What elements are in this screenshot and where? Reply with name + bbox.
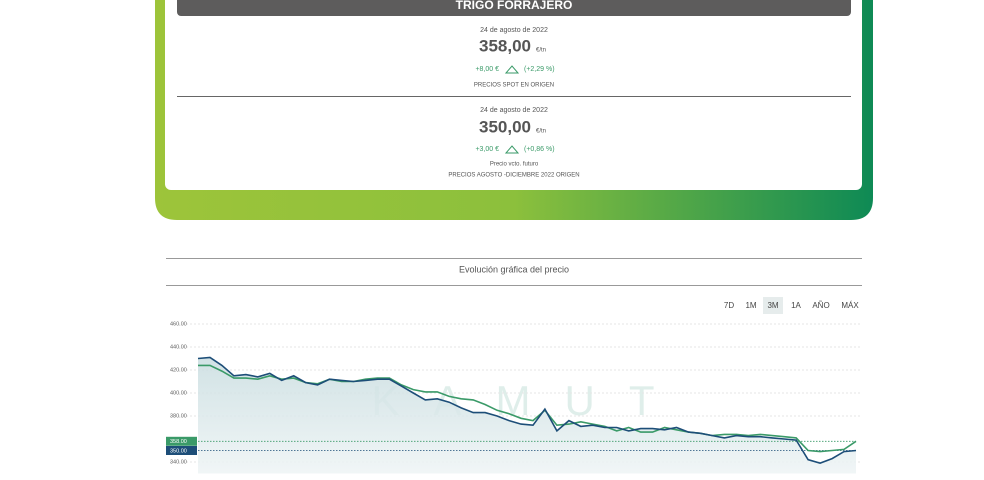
current-badge: [166, 436, 197, 446]
price: 350,00: [479, 117, 531, 136]
date: 24 de agosto de 2022: [480, 27, 548, 34]
price: 358,00: [479, 36, 531, 55]
range-button[interactable]: 1A: [791, 301, 801, 310]
y-tick-label: 460.00: [170, 321, 187, 327]
unit: €/tn: [536, 48, 546, 54]
up-icon: [504, 65, 520, 74]
change: +3,00 €: [475, 146, 499, 153]
label: PRECIOS SPOT EN ORIGEN: [474, 83, 554, 89]
range-button[interactable]: MÁX: [841, 301, 859, 310]
range-button[interactable]: 1M: [745, 301, 756, 310]
note: Precio vcto. futuro: [490, 162, 539, 168]
current-label: 350.00: [170, 448, 187, 454]
label: PRECIOS AGOSTO -DICIEMBRE 2022 ORIGEN: [448, 173, 579, 179]
y-tick-label: 340.00: [170, 459, 187, 465]
range-button[interactable]: 7D: [724, 301, 734, 310]
current-badge: [166, 446, 197, 455]
chart: 7D 1M 3M 1A AÑO MÁXKAMUT340.00380.00400.00420…: [166, 297, 862, 474]
area: [198, 357, 856, 474]
y-tick-label: 420.00: [170, 367, 187, 373]
card-panel: [165, 0, 862, 190]
unit: €/tn: [536, 129, 546, 135]
y-tick-label: 380.00: [170, 413, 187, 419]
percent: (+0,86 %): [524, 146, 555, 153]
current-label: 358.00: [170, 439, 187, 445]
change: +8,00 €: [475, 66, 499, 73]
card-title: TRIGO FORRAJERO: [456, 0, 573, 12]
range-button[interactable]: 3M: [767, 301, 778, 310]
series-line: [197, 356, 857, 464]
range-selected: [763, 297, 783, 314]
date: 24 de agosto de 2022: [480, 107, 548, 114]
card-header: [177, 0, 851, 16]
range-button[interactable]: AÑO: [812, 301, 829, 310]
y-tick-label: 400.00: [170, 390, 187, 396]
percent: (+2,29 %): [524, 66, 555, 73]
chart-title: Evolución gráfica del precio: [459, 264, 569, 274]
up-icon: [504, 145, 520, 154]
y-tick-label: 440.00: [170, 344, 187, 350]
